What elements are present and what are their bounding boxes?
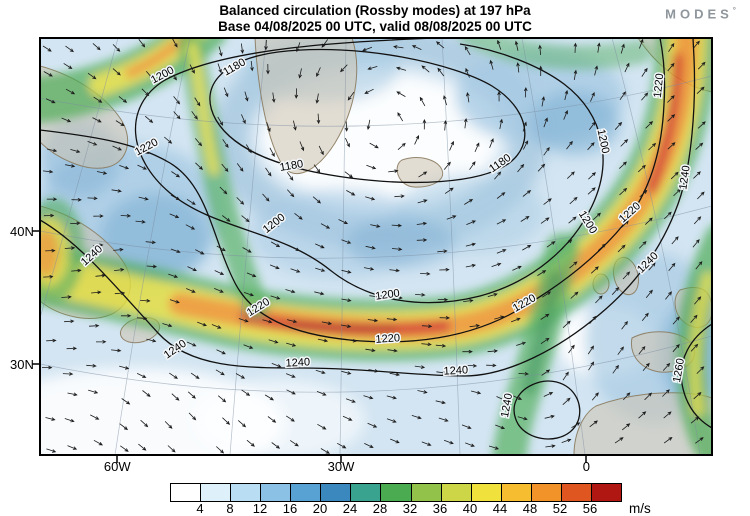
contour-label: 1240: [285, 356, 310, 369]
contour-label: 1180: [279, 158, 304, 174]
iceland-landmass: [396, 157, 444, 188]
colorbar-tick-label: 32: [402, 501, 418, 516]
colorbar-segment: [440, 484, 471, 501]
contour-label: 1260: [671, 357, 687, 383]
modes-logo-text: MODES: [665, 6, 733, 22]
colorbar-tick-label: 52: [552, 501, 568, 516]
colorbar-segment: [200, 484, 231, 501]
contour-label: 1240: [443, 364, 468, 377]
colorbar-segment: [230, 484, 261, 501]
colorbar-tick-label: 48: [522, 501, 538, 516]
colorbar-segment: [350, 484, 381, 501]
colorbar-segment: [260, 484, 291, 501]
map-frame: [39, 37, 713, 456]
y-axis-label: 40N: [10, 224, 34, 240]
colorbar-segment: [290, 484, 321, 501]
wind-arrow-layer: [42, 38, 706, 454]
colorbar-segment: [171, 484, 201, 501]
colorbar-tick-label: 56: [582, 501, 598, 516]
colorbar-units: m/s: [629, 501, 651, 516]
chart-subtitle: Base 04/08/2025 00 UTC, valid 08/08/2025…: [218, 19, 532, 34]
colorbar-tick-label: 4: [196, 501, 204, 516]
jet-stream-bands: [40, 38, 712, 455]
x-axis-label: 30W: [327, 459, 355, 474]
contour-label: 1240: [677, 165, 692, 191]
contour-label: 1220: [375, 332, 400, 346]
contour-label: 1200: [375, 287, 401, 302]
colorbar-segment: [500, 484, 531, 501]
y-axis-label: 30N: [10, 357, 34, 373]
colorbar-segment: [590, 484, 621, 501]
contour-label: 1220: [652, 73, 666, 99]
colorbar-tick-label: 40: [462, 501, 478, 516]
colorbar-tick-label: 16: [282, 501, 298, 516]
map-panel: 1180 1180 1180 1200 1200 1200 1200 1200 1220 1220…: [32, 37, 713, 463]
colorbar-tick-label: 12: [252, 501, 268, 516]
colorbar-tick-label: 24: [342, 501, 358, 516]
graticule: [40, 38, 712, 455]
contour-label: 1240: [499, 392, 515, 418]
colorbar-segment: [560, 484, 591, 501]
colorbar-segment: [320, 484, 351, 501]
x-axis-label: 0: [582, 459, 590, 474]
colorbar-segment: [470, 484, 501, 501]
streamfunction-contours: [40, 38, 712, 440]
colorbar: [170, 483, 622, 502]
colorbar-tick-label: 20: [312, 501, 328, 516]
colorbar-tick-label: 8: [226, 501, 234, 516]
wind-arrows: [42, 38, 706, 454]
colorbar-tick-label: 44: [492, 501, 508, 516]
x-axis-label: 60W: [103, 459, 131, 474]
colorbar-segment: [380, 484, 411, 501]
colorbar-tick-label: 36: [432, 501, 448, 516]
chart-title: Balanced circulation (Rossby modes) at 1…: [219, 3, 531, 18]
colorbar-tick-label: 28: [372, 501, 388, 516]
modes-logo: MODES°: [665, 6, 736, 21]
colorbar-segment: [410, 484, 441, 501]
modes-logo-mark: °: [732, 6, 736, 15]
axis-ticks: [32, 230, 587, 463]
title-block: Balanced circulation (Rossby modes) at 1…: [0, 3, 750, 35]
colorbar-segment: [530, 484, 561, 501]
